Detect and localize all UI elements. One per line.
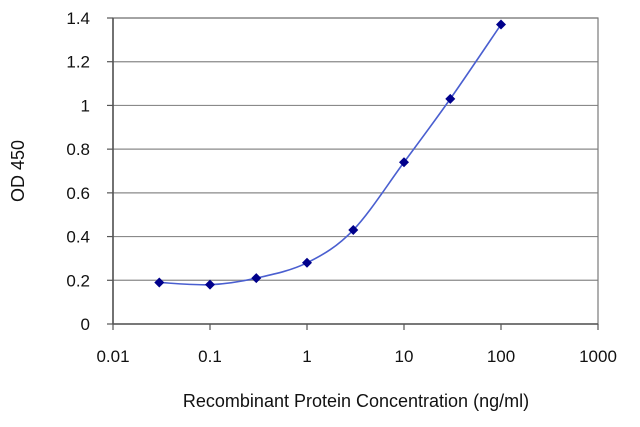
x-axis-title: Recombinant Protein Concentration (ng/ml…: [183, 391, 529, 411]
x-tick-label-1: 0.1: [198, 347, 222, 366]
x-tick-label-4: 100: [487, 347, 515, 366]
data-point-7: [496, 19, 506, 30]
data-point-0: [154, 277, 165, 288]
y-tick-label-1: 0.2: [66, 271, 90, 290]
y-axis-title: OD 450: [8, 140, 28, 202]
data-point-2: [251, 273, 262, 284]
x-tick-label-2: 1: [302, 347, 311, 366]
x-tick-label-3: 10: [395, 347, 414, 366]
fit-curve-0: [159, 24, 502, 286]
y-tick-label-0: 0: [81, 315, 90, 334]
data-point-3: [302, 257, 312, 268]
x-tick-label-0: 0.01: [96, 347, 129, 366]
data-point-1: [205, 279, 215, 290]
plot-area: [112, 17, 599, 325]
x-tick-label-5: 1000: [579, 347, 617, 366]
y-tick-label-4: 0.8: [66, 140, 90, 159]
y-tick-label-2: 0.4: [66, 228, 90, 247]
y-tick-label-3: 0.6: [66, 184, 90, 203]
plot-border: [112, 17, 599, 325]
y-tick-label-5: 1: [81, 96, 90, 115]
data-point-5: [399, 157, 409, 168]
x-axis: 0.01 0.1 1 10 100 1000: [96, 324, 617, 366]
data-point-6: [445, 93, 456, 104]
y-tick-label-6: 1.2: [66, 53, 90, 72]
y-axis: 0 0.2 0.4 0.6 0.8 1 1.2 1.4: [66, 9, 113, 334]
data-points: [154, 19, 506, 290]
data-point-4: [348, 225, 359, 236]
fit-curves: [159, 24, 502, 286]
y-tick-label-7: 1.4: [66, 9, 90, 28]
grid-lines: [113, 17, 598, 281]
